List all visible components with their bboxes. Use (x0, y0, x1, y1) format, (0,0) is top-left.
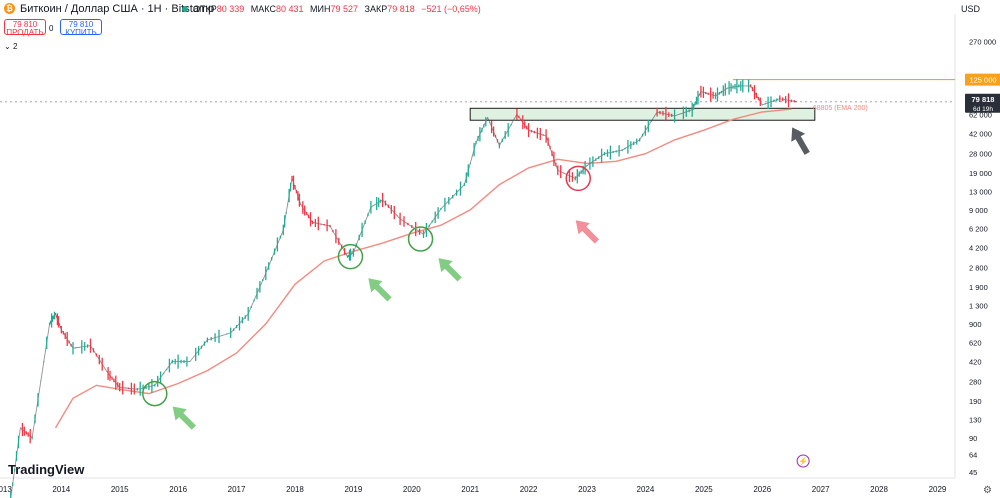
x-tick-label-16: 2029 (929, 485, 947, 494)
ohlc-open-value: 80 339 (216, 4, 245, 14)
y-tick-label-16: 420 (969, 358, 982, 367)
sell-button[interactable]: 79 810 ПРОДАТЬ (4, 19, 46, 37)
support-zone (469, 107, 816, 121)
price-candles (10, 79, 796, 498)
y-tick-label-10: 4 200 (969, 244, 988, 253)
indicators-count: 2 (12, 42, 18, 51)
y-tick-label-19: 130 (969, 416, 982, 425)
last-price-label: 79 818 (972, 95, 995, 104)
ohlc-high-label: МАКС (250, 4, 276, 14)
highlight-circle-3 (565, 165, 592, 192)
x-tick-label-6: 2019 (344, 485, 362, 494)
y-tick-label-4: 42 000 (969, 130, 992, 139)
ohlc-change: −521 (−0,65%) (421, 4, 481, 14)
arrow-shape-2 (438, 258, 462, 282)
arrow-icon-4 (791, 127, 810, 155)
ohlc-readout: ОТКР80 339 МАКС80 431 МИН79 527 ЗАКР79 8… (193, 4, 485, 14)
ema-200-line (54, 108, 792, 429)
buy-button[interactable]: 79 810 КУПИТЬ (60, 19, 102, 37)
arrow-shape-4 (791, 127, 810, 155)
x-tick-label-11: 2024 (637, 485, 655, 494)
x-tick-label-0: 2013 (0, 485, 12, 494)
y-tick-label-20: 90 (969, 434, 977, 443)
x-tick-label-5: 2018 (286, 485, 304, 494)
price-series-line (10, 85, 798, 498)
ohlc-low-value: 79 527 (330, 4, 358, 14)
chart-header: ₿ Биткоин / Доллар США · 1Н · Bitstamp О… (0, 0, 1000, 20)
arrow-shape-3 (575, 220, 600, 244)
x-tick-label-2: 2015 (111, 485, 129, 494)
x-tick-label-14: 2027 (812, 485, 830, 494)
y-tick-label-21: 64 (969, 451, 977, 460)
highlight-circle-1 (337, 243, 364, 270)
arrow-icon-2 (438, 258, 462, 282)
ohlc-low-label: МИН (310, 4, 331, 14)
tradingview-logo: TradingView (8, 462, 85, 477)
x-tick-label-1: 2014 (52, 485, 70, 494)
market-status-dot (182, 6, 188, 12)
x-tick-label-7: 2020 (403, 485, 421, 494)
y-tick-label-14: 900 (969, 320, 982, 329)
x-tick-label-15: 2028 (870, 485, 888, 494)
last-price-tag (965, 93, 1000, 113)
ohlc-open-label: ОТКР (193, 4, 217, 14)
spread-value: 0 (49, 24, 54, 33)
buy-price: 79 810 (68, 20, 94, 29)
x-tick-label-9: 2022 (520, 485, 538, 494)
resistance-price-label: 125 000 (969, 76, 996, 85)
y-tick-label-9: 6 200 (969, 224, 988, 233)
indicators-toggle[interactable]: ⌄ 2 (4, 42, 18, 51)
x-tick-label-4: 2017 (228, 485, 246, 494)
y-tick-label-6: 19 000 (969, 169, 992, 178)
ohlc-high-value: 80 431 (275, 4, 304, 14)
x-tick-label-10: 2023 (578, 485, 596, 494)
settings-gear-icon[interactable]: ⚙ (983, 485, 992, 496)
sell-label: ПРОДАТЬ (6, 28, 44, 37)
y-tick-label-8: 9 000 (969, 206, 988, 215)
highlight-circle-2 (407, 226, 434, 252)
y-tick-label-13: 1 300 (969, 302, 988, 311)
ohlc-close-value: 79 818 (387, 4, 415, 14)
symbol-title[interactable]: Биткоин / Доллар США · 1Н · Bitstamp (20, 3, 215, 15)
y-tick-label-12: 1 900 (969, 283, 988, 292)
y-tick-label-18: 190 (969, 397, 982, 406)
y-tick-label-22: 45 (969, 468, 977, 477)
y-tick-label-17: 280 (969, 378, 982, 387)
y-tick-label-3: 62 000 (969, 110, 992, 119)
y-tick-label-7: 13 000 (969, 188, 992, 197)
arrow-icon-3 (575, 220, 600, 244)
lightning-glyph: ⚡ (798, 456, 808, 466)
x-tick-label-3: 2016 (169, 485, 187, 494)
sell-price: 79 810 (12, 20, 38, 29)
resistance-price-tag (965, 73, 1000, 86)
buy-label: КУПИТЬ (65, 28, 97, 37)
x-tick-label-8: 2021 (461, 485, 479, 494)
y-tick-label-0: 270 000 (969, 37, 996, 46)
y-tick-label-11: 2 800 (969, 264, 988, 273)
y-tick-label-15: 620 (969, 338, 982, 347)
ema-value-label: 68805 (ЕМА 200) (813, 105, 868, 112)
arrow-shape-1 (368, 278, 392, 302)
highlight-circle-0 (142, 380, 168, 407)
bar-countdown-label: 6d 19h (973, 106, 993, 113)
arrow-icon-0 (172, 406, 197, 430)
y-tick-label-5: 28 000 (969, 150, 992, 159)
currency-selector[interactable]: USD (960, 4, 980, 14)
x-tick-label-12: 2025 (695, 485, 713, 494)
x-tick-label-13: 2026 (753, 485, 771, 494)
arrow-icon-1 (368, 278, 392, 302)
ohlc-close-label: ЗАКР (364, 4, 388, 14)
lightning-icon (796, 454, 810, 468)
arrow-shape-0 (172, 406, 197, 430)
bitcoin-icon: ₿ (4, 3, 15, 14)
